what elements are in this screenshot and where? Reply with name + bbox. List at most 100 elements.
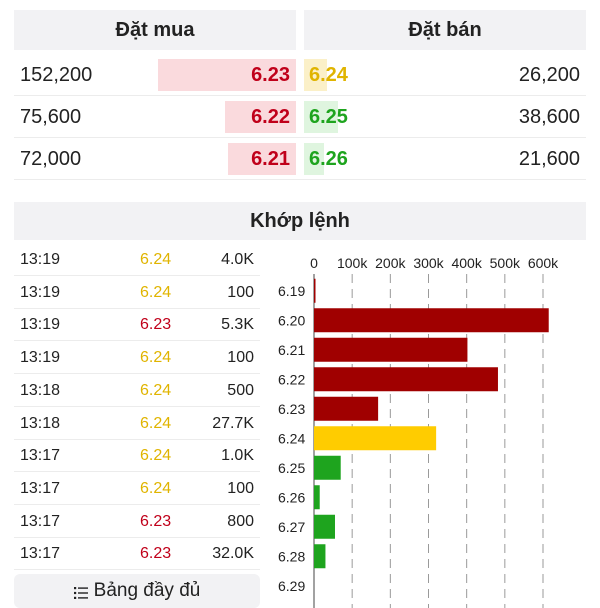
row-divider [14,405,260,407]
price-level-label: 6.24 [278,430,305,446]
sell-volume: 38,600 [518,106,580,128]
trade-volume: 100 [227,479,254,497]
full-table-button[interactable]: Bảng đầy đủ [14,574,260,608]
trade-price: 6.24 [140,447,172,465]
price-level-label: 6.21 [278,342,305,358]
trade-price: 6.24 [140,479,172,497]
volume-bar [314,455,341,480]
row-divider [14,137,586,138]
buy-depth-bar [158,59,296,91]
row-divider [14,536,260,538]
row-divider [14,503,260,505]
sell-orders-header: Đặt bán [304,10,586,50]
price-level-label: 6.23 [278,401,305,417]
trade-row: 13:17 6.23 32.0K [14,538,260,571]
sell-depth-bar [304,59,327,91]
buy-price[interactable]: 6.21 [251,148,290,170]
x-tick-label: 100k [337,255,368,271]
sell-price[interactable]: 6.26 [309,148,348,170]
buy-volume: 75,600 [20,106,82,128]
price-level-label: 6.25 [278,460,305,476]
trade-row: 13:18 6.24 500 [14,375,260,407]
row-divider [14,179,586,180]
trade-row: 13:19 6.24 100 [14,342,260,375]
trade-price: 6.24 [140,349,172,367]
sell-price[interactable]: 6.25 [309,106,348,128]
price-level-label: 6.19 [278,283,305,299]
trade-row: 13:17 6.24 1.0K [14,440,260,473]
trade-volume: 5.3K [221,316,254,334]
trade-time: 13:19 [20,283,61,301]
x-tick-label: 300k [413,255,444,271]
volume-bar [314,337,468,362]
sell-volume: 26,200 [518,64,580,86]
trade-price: 6.23 [140,545,172,563]
trade-price: 6.24 [140,414,172,432]
row-divider [14,373,260,375]
row-divider [14,95,586,96]
price-level-label: 6.20 [278,312,305,328]
trade-volume: 100 [227,283,254,301]
row-divider [14,569,260,571]
trade-volume: 1.0K [221,447,254,465]
trade-time: 13:19 [20,316,61,334]
volume-bar [314,278,316,303]
trade-volume: 100 [227,349,254,367]
price-level-label: 6.22 [278,371,305,387]
sell-depth-bar [304,101,338,133]
buy-volume: 152,200 [20,64,93,86]
buy-orders-header: Đặt mua [14,10,296,50]
volume-bar [314,544,326,569]
trade-time: 13:17 [20,447,61,465]
price-level-label: 6.29 [278,578,305,594]
trade-row: 13:19 6.24 100 [14,277,260,309]
volume-bar [314,514,335,539]
trade-row: 13:17 6.23 800 [14,506,260,538]
buy-depth-bar [225,101,296,133]
trade-volume: 800 [227,512,254,530]
volume-bar [314,426,437,451]
full-table-label: Bảng đầy đủ [93,580,201,601]
buy-price[interactable]: 6.23 [251,64,290,86]
trade-time: 13:18 [20,381,61,399]
x-tick-label: 200k [375,255,406,271]
price-level-label: 6.28 [278,548,305,564]
volume-bar [314,367,498,392]
volume-bar [314,396,379,421]
trade-volume: 32.0K [212,545,254,563]
sell-price[interactable]: 6.24 [309,64,348,86]
trade-time: 13:19 [20,349,61,367]
volume-bar [314,485,320,510]
x-tick-label: 600k [528,255,559,271]
trade-row: 13:19 6.23 5.3K [14,309,260,342]
order-book-row: 152,200 6.23 6.24 26,200 [14,54,586,96]
trade-row: 13:17 6.24 100 [14,473,260,505]
price-level-label: 6.27 [278,519,305,535]
trade-volume: 500 [227,381,254,399]
price-level-label: 6.26 [278,489,305,505]
trade-price: 6.24 [140,283,172,301]
buy-price[interactable]: 6.22 [251,106,290,128]
buy-volume: 72,000 [20,148,82,170]
buy-depth-bar [228,143,296,175]
row-divider [14,438,260,440]
trade-time: 13:18 [20,414,61,432]
list-icon [73,584,88,599]
trade-time: 13:19 [20,251,61,268]
x-tick-label: 0 [310,255,318,271]
x-tick-label: 500k [490,255,521,271]
row-divider [14,275,260,276]
row-divider [14,471,260,473]
order-book-row: 72,000 6.21 6.26 21,600 [14,138,586,180]
row-divider [14,340,260,342]
volume-by-price-chart: 0 100k 200k 300k 400k 500k 600k 6.19 6.20 6.21 6.2… [278,255,559,608]
trade-price: 6.23 [140,316,172,334]
x-tick-label: 400k [451,255,482,271]
trade-time: 13:17 [20,545,61,563]
trade-time: 13:17 [20,479,61,497]
matched-orders-title: Khớp lệnh [14,202,586,240]
row-divider [14,307,260,309]
trade-row: 13:19 6.24 4.0K [14,244,260,276]
sell-depth-bar [304,143,324,175]
trade-volume: 27.7K [212,414,254,432]
